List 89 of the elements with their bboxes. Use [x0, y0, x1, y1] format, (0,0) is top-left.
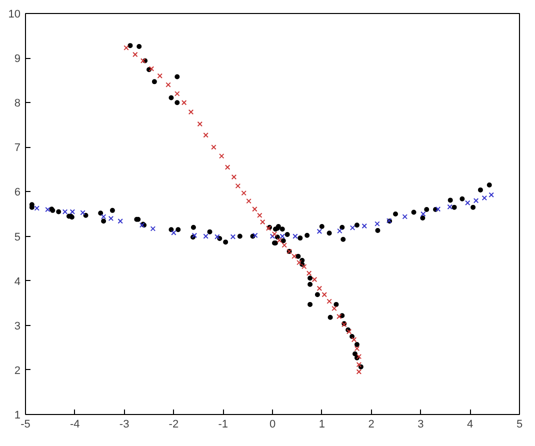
point [188, 109, 194, 115]
x-tick-label: 5 [516, 418, 523, 430]
y-tick-label: 8 [14, 98, 21, 110]
y-tick-label: 3 [14, 320, 21, 332]
point [203, 132, 208, 138]
point [296, 260, 302, 266]
point [488, 192, 494, 198]
point [306, 270, 312, 276]
point [316, 286, 322, 292]
point [351, 337, 357, 342]
point [292, 254, 297, 259]
point [108, 216, 114, 222]
point [276, 238, 282, 243]
y-tick-label: 2 [14, 364, 21, 377]
point [326, 298, 332, 304]
point [62, 209, 68, 214]
x-tick-label: 3 [418, 418, 424, 430]
point [282, 242, 287, 248]
point [171, 230, 176, 236]
point [362, 223, 368, 229]
point [150, 226, 156, 232]
y-tick-label: 6 [14, 186, 21, 199]
point [224, 164, 230, 170]
point [356, 369, 362, 374]
x-tick-label: 2 [368, 418, 374, 430]
point [214, 234, 220, 240]
x-tick-label: -1 [218, 418, 228, 430]
point [354, 346, 360, 352]
y-tick-label: 7 [14, 142, 21, 154]
point [272, 231, 278, 237]
point [260, 219, 266, 225]
point [292, 234, 298, 239]
point [322, 292, 327, 298]
point [157, 73, 162, 78]
x-tick-label: -5 [20, 418, 30, 430]
point [402, 214, 408, 220]
point [252, 206, 258, 212]
point [356, 354, 362, 360]
point [316, 228, 322, 234]
point [356, 362, 362, 368]
x-tick-label: -2 [168, 418, 179, 430]
point [465, 200, 470, 206]
point [45, 206, 50, 212]
point [124, 45, 129, 50]
point [132, 52, 138, 58]
point [301, 264, 307, 270]
x-tick-label: 0 [269, 418, 276, 430]
point [235, 183, 241, 189]
x-tick-label: 4 [467, 418, 474, 430]
x-tick-label: -4 [70, 418, 80, 430]
y-tick-label: 10 [8, 8, 21, 20]
point [246, 198, 252, 204]
point [203, 234, 208, 239]
point [118, 218, 123, 224]
point [197, 121, 203, 127]
point [166, 82, 171, 88]
point [337, 228, 342, 234]
point [140, 58, 146, 64]
x-tick-label: 1 [318, 418, 325, 430]
point [231, 174, 237, 180]
point [218, 153, 224, 159]
point [181, 100, 187, 106]
point [336, 314, 342, 320]
point [312, 276, 318, 282]
point [100, 214, 106, 220]
point [280, 234, 285, 239]
point [332, 306, 337, 312]
point [70, 209, 76, 214]
point [174, 91, 180, 96]
point [374, 221, 380, 226]
point [230, 234, 236, 240]
point [435, 206, 441, 212]
point [420, 211, 426, 217]
point [473, 198, 479, 204]
point [257, 212, 262, 218]
point [252, 232, 258, 238]
point [34, 206, 40, 211]
x-tick-label: -3 [119, 418, 130, 430]
y-tick-label: 4 [14, 276, 21, 288]
point [482, 195, 488, 201]
point [211, 144, 216, 150]
y-tick-label: 9 [14, 53, 21, 66]
point [241, 190, 246, 196]
point [80, 210, 86, 216]
point [148, 66, 154, 72]
y-tick-label: 1 [14, 410, 21, 422]
y-tick-label: 5 [14, 231, 21, 244]
point [447, 204, 452, 210]
point [350, 225, 356, 230]
